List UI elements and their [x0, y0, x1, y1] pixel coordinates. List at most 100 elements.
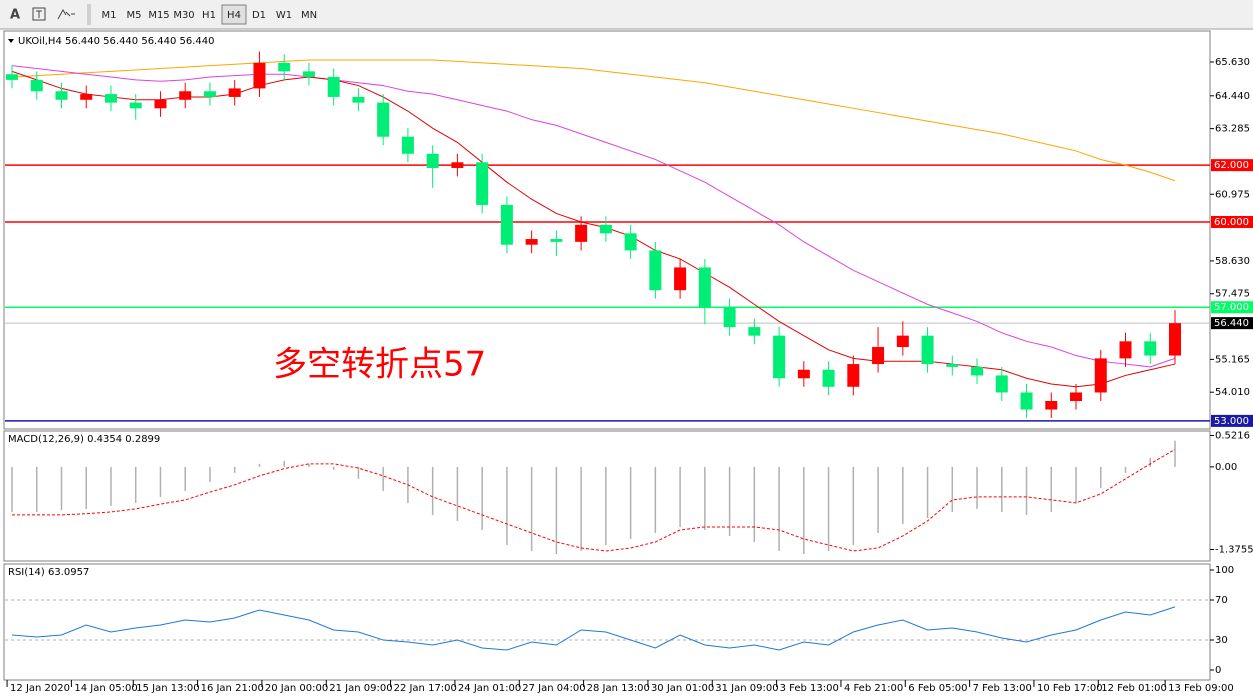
text-tool-icon[interactable] — [32, 7, 46, 21]
macd-panel — [3, 430, 1211, 562]
candle-body — [377, 102, 390, 137]
y-tick-label: 65.630 — [1215, 57, 1250, 68]
level-box — [1211, 301, 1253, 314]
level-box — [1211, 414, 1253, 427]
x-tick-label: 7 Feb 13:00 — [973, 683, 1032, 694]
timeframe-button[interactable]: M5 — [127, 10, 142, 21]
candle-body — [476, 162, 489, 205]
indicator-title: RSI(14) 63.0957 — [8, 567, 89, 578]
level-label: 62.000 — [1214, 160, 1249, 171]
candle-body — [352, 96, 365, 103]
timeframe-button[interactable]: W1 — [276, 10, 292, 21]
candle-body — [946, 364, 959, 367]
candle-body — [674, 267, 687, 291]
current-price-box — [1211, 317, 1253, 330]
candle-body — [1119, 341, 1132, 359]
y-tick-label: 63.285 — [1215, 124, 1250, 135]
x-tick-label: 4 Feb 21:00 — [844, 683, 903, 694]
candle-body — [1070, 392, 1083, 402]
x-tick-label: 6 Feb 05:00 — [908, 683, 967, 694]
candle-body — [278, 62, 291, 72]
timeframe-button[interactable]: MN — [301, 10, 317, 21]
candle-body — [6, 74, 18, 80]
candle-body — [401, 136, 414, 154]
candle-body — [179, 91, 192, 100]
font-tool[interactable]: A — [10, 8, 20, 23]
candle-body — [203, 91, 216, 97]
y-tick-label: -1.3755 — [1215, 545, 1253, 556]
candle-body — [426, 153, 439, 168]
candle-body — [525, 239, 538, 245]
y-tick-label: 60.975 — [1215, 189, 1250, 200]
x-tick-label: 12 Jan 2020 — [10, 683, 70, 694]
chart-title: UKOil,H4 56.440 56.440 56.440 56.440 — [18, 36, 215, 47]
candle-body — [847, 364, 860, 387]
timeframe-button[interactable]: H1 — [202, 10, 216, 21]
timeframe-button[interactable]: D1 — [252, 10, 266, 21]
signal-line — [12, 449, 1176, 552]
level-label: 60.000 — [1214, 217, 1249, 228]
candle-body — [599, 224, 612, 234]
text-tool-glyph — [36, 10, 42, 18]
x-tick-label: 21 Jan 09:00 — [329, 683, 392, 694]
timeframe-button[interactable]: M30 — [173, 10, 194, 21]
candle-body — [921, 335, 934, 365]
y-tick-label: 70 — [1215, 595, 1228, 606]
candle-body — [1020, 392, 1033, 410]
candle-body — [624, 233, 637, 251]
candle-body — [55, 91, 68, 100]
candle-body — [253, 62, 266, 89]
candle-body — [154, 99, 167, 109]
candle-body — [327, 77, 340, 97]
candle-body — [896, 335, 909, 348]
candle-body — [550, 239, 563, 242]
x-tick-label: 15 Jan 13:00 — [136, 683, 199, 694]
y-tick-label: 54.010 — [1215, 387, 1250, 398]
candle-body — [80, 94, 93, 100]
active-timeframe — [221, 4, 247, 25]
timeframe-button[interactable]: M1 — [102, 10, 117, 21]
y-tick-label: 0.5216 — [1215, 431, 1250, 442]
level-label: 57.000 — [1214, 302, 1249, 313]
y-tick-label: 55.165 — [1215, 354, 1250, 365]
x-tick-label: 28 Jan 13:00 — [587, 683, 650, 694]
y-tick-label: 0 — [1215, 665, 1221, 676]
candle-body — [1144, 341, 1157, 356]
y-tick-label: 64.440 — [1215, 91, 1250, 102]
timeframe-button[interactable]: H4 — [227, 10, 241, 21]
candle-body — [698, 267, 711, 308]
current-price-label: 56.440 — [1214, 318, 1249, 329]
candle-body — [822, 369, 835, 387]
moving-average — [11, 65, 1176, 368]
level-box — [1211, 159, 1253, 172]
shapes-tool-icon[interactable] — [57, 9, 75, 20]
x-tick-label: 10 Feb 17:00 — [1037, 683, 1103, 694]
candle-body — [971, 366, 984, 376]
annotation: 多空转折点57 — [273, 345, 486, 385]
rsi-line — [11, 606, 1176, 651]
candle-body — [872, 347, 885, 365]
candle-body — [500, 204, 513, 245]
candle-body — [228, 88, 241, 97]
toolbar — [0, 0, 1253, 29]
candle-body — [995, 375, 1008, 393]
title-arrow — [8, 39, 14, 43]
candle-body — [302, 71, 315, 78]
level-label: 53.000 — [1214, 416, 1249, 427]
candle-body — [773, 335, 786, 379]
timeframe-button[interactable]: M15 — [148, 10, 169, 21]
moving-average — [11, 59, 1176, 182]
rsi-panel — [3, 563, 1211, 681]
candle-body — [451, 162, 464, 168]
candle-body — [104, 94, 117, 103]
y-tick-label: 0.00 — [1215, 462, 1237, 473]
indicator-title: MACD(12,26,9) 0.4354 0.2899 — [8, 434, 160, 445]
candle-body — [129, 102, 142, 109]
x-tick-label: 16 Jan 21:00 — [201, 683, 264, 694]
y-tick-label: 58.630 — [1215, 256, 1250, 267]
x-tick-label: 3 Feb 13:00 — [780, 683, 839, 694]
x-tick-label: 22 Jan 17:00 — [394, 683, 457, 694]
x-tick-label: 13 Feb 09:00 — [1168, 683, 1234, 694]
y-tick-label: 100 — [1215, 565, 1234, 576]
